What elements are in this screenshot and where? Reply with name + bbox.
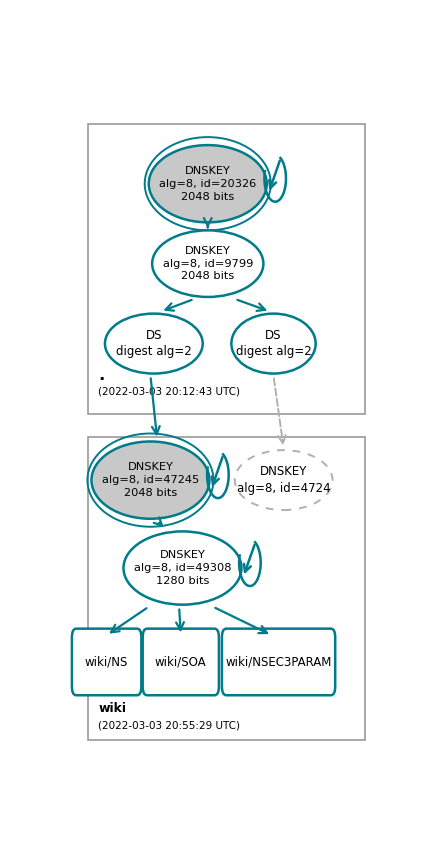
FancyBboxPatch shape <box>88 437 364 740</box>
Ellipse shape <box>152 230 263 297</box>
Ellipse shape <box>231 314 315 374</box>
Text: .: . <box>98 366 104 384</box>
Text: DNSKEY
alg=8, id=20326
2048 bits: DNSKEY alg=8, id=20326 2048 bits <box>159 166 256 202</box>
Text: DNSKEY
alg=8, id=49308
1280 bits: DNSKEY alg=8, id=49308 1280 bits <box>133 550 231 586</box>
FancyBboxPatch shape <box>88 124 364 413</box>
Text: DNSKEY
alg=8, id=4724: DNSKEY alg=8, id=4724 <box>236 465 330 495</box>
Text: DS
digest alg=2: DS digest alg=2 <box>116 329 191 358</box>
Text: DNSKEY
alg=8, id=47245
2048 bits: DNSKEY alg=8, id=47245 2048 bits <box>102 462 199 498</box>
FancyBboxPatch shape <box>221 629 335 695</box>
FancyBboxPatch shape <box>142 629 218 695</box>
Ellipse shape <box>234 450 332 510</box>
Ellipse shape <box>148 145 266 222</box>
Text: wiki/NSEC3PARAM: wiki/NSEC3PARAM <box>225 656 331 669</box>
Text: DS
digest alg=2: DS digest alg=2 <box>235 329 311 358</box>
Text: wiki/SOA: wiki/SOA <box>155 656 206 669</box>
Ellipse shape <box>105 314 202 374</box>
Text: DNSKEY
alg=8, id=9799
2048 bits: DNSKEY alg=8, id=9799 2048 bits <box>162 246 253 281</box>
Text: wiki: wiki <box>98 702 126 715</box>
Ellipse shape <box>91 441 209 519</box>
FancyBboxPatch shape <box>72 629 141 695</box>
Ellipse shape <box>123 531 241 605</box>
Text: wiki/NS: wiki/NS <box>85 656 128 669</box>
Text: (2022-03-03 20:55:29 UTC): (2022-03-03 20:55:29 UTC) <box>98 721 240 731</box>
Text: (2022-03-03 20:12:43 UTC): (2022-03-03 20:12:43 UTC) <box>98 387 240 396</box>
